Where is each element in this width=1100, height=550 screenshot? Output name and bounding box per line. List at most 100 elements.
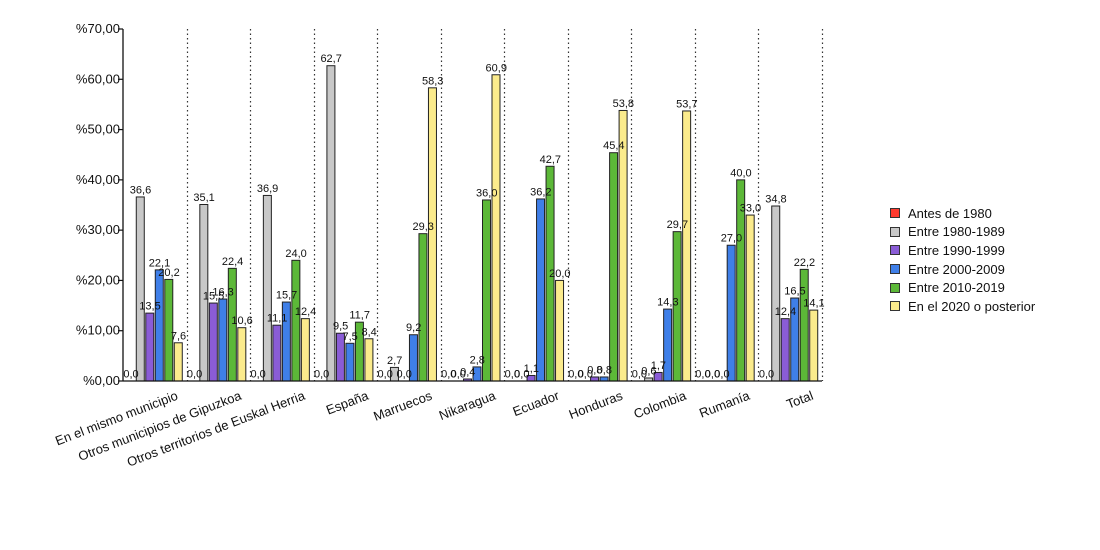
legend-item: Entre 2000-2009 [890, 260, 1035, 279]
data-label: 45,4 [603, 140, 624, 152]
bar [536, 198, 546, 382]
legend-label: Entre 1980-1989 [908, 224, 1005, 240]
data-label: 1,1 [524, 363, 539, 375]
y-tick-label: %30,00 [76, 222, 120, 237]
bar [135, 196, 145, 382]
bar [345, 342, 355, 382]
data-label: 33,0 [740, 203, 761, 215]
bars [135, 65, 819, 382]
data-label: 11,1 [267, 313, 288, 325]
data-label: 0,0 [695, 369, 710, 381]
bar [262, 194, 272, 382]
data-label: 53,8 [613, 98, 634, 110]
bar [218, 298, 228, 382]
data-label: 35,1 [193, 192, 214, 204]
data-label: 0,0 [378, 369, 393, 381]
bar [682, 110, 692, 382]
data-label: 36,0 [476, 187, 497, 199]
y-tick-label: %10,00 [76, 323, 120, 338]
legend-swatch [890, 208, 900, 219]
data-label: 36,2 [530, 186, 551, 198]
data-label: 8,4 [362, 326, 377, 338]
data-label: 0,8 [597, 364, 612, 376]
category-separators [186, 29, 824, 381]
bar [726, 244, 736, 382]
data-label: 1,7 [651, 360, 666, 372]
data-label: 10,6 [231, 315, 252, 327]
legend-label: Entre 2000-2009 [908, 261, 1005, 277]
bar [418, 233, 428, 382]
data-label: 22,4 [222, 256, 243, 268]
data-label: 22,1 [149, 257, 170, 269]
data-label: 20,0 [549, 268, 570, 280]
bar [780, 318, 790, 382]
bar [145, 312, 155, 382]
legend-swatch [890, 245, 900, 256]
data-label: 42,7 [540, 154, 561, 166]
legend: Antes de 1980 Entre 1980-1989 Entre 1990-1… [890, 204, 1035, 316]
data-label: 12,4 [295, 306, 316, 318]
data-label: 14,1 [803, 298, 824, 310]
data-label: 9,5 [333, 321, 348, 333]
legend-swatch [890, 301, 900, 312]
bar [809, 309, 819, 382]
legend-item: Antes de 1980 [890, 204, 1035, 223]
data-label: 0,0 [505, 369, 520, 381]
bar [272, 324, 282, 382]
data-label: 11,7 [349, 310, 370, 322]
legend-item: Entre 1990-1999 [890, 241, 1035, 260]
data-label: 14,3 [657, 297, 678, 309]
data-label: 16,5 [784, 286, 805, 298]
data-label: 0,0 [514, 369, 529, 381]
data-label: 0,4 [460, 366, 475, 378]
bar [427, 87, 437, 382]
x-tick-label: Ecuador [511, 388, 562, 420]
legend-label: En el 2020 o posterior [908, 298, 1036, 314]
bar [237, 327, 247, 382]
data-label: 2,8 [470, 354, 485, 366]
data-label: 62,7 [320, 53, 341, 65]
legend-swatch [890, 282, 900, 293]
bar [609, 152, 619, 382]
data-label: 40,0 [730, 167, 751, 179]
bar [326, 65, 336, 382]
legend-label: Antes de 1980 [908, 205, 992, 221]
data-label: 34,8 [765, 194, 786, 206]
data-label: 0,0 [187, 369, 202, 381]
data-label: 36,6 [130, 184, 151, 196]
data-label: 7,6 [171, 330, 186, 342]
data-label: 0,0 [314, 369, 329, 381]
data-label: 0,8 [587, 364, 602, 376]
y-tick-label: %0,00 [83, 373, 120, 388]
data-label: 0,0 [578, 369, 593, 381]
legend-label: Entre 2010-2019 [908, 280, 1005, 296]
data-label: 0,0 [451, 369, 466, 381]
bar [291, 259, 301, 382]
data-label: 60,9 [486, 62, 507, 74]
legend-label: Entre 1990-1999 [908, 242, 1005, 258]
x-tick-label: Rumanía [697, 388, 752, 421]
x-tick-label: Total [784, 388, 815, 412]
data-label: 0,6 [641, 365, 656, 377]
data-label: 0,0 [759, 369, 774, 381]
data-label: 15,5 [203, 291, 224, 303]
data-label: 0,0 [705, 369, 720, 381]
data-label: 0,0 [441, 369, 456, 381]
legend-swatch [890, 226, 900, 237]
data-label: 29,7 [667, 219, 688, 231]
legend-item: Entre 2010-2019 [890, 278, 1035, 297]
data-label: 0,0 [123, 369, 138, 381]
bar [173, 342, 183, 382]
data-label: 16,3 [212, 287, 233, 299]
data-label: 24,0 [285, 248, 306, 260]
y-tick-label: %70,00 [76, 21, 120, 36]
y-tick-label: %40,00 [76, 172, 120, 187]
x-tick-label: España [324, 388, 371, 418]
data-label: 22,2 [794, 257, 815, 269]
data-label: 9,2 [406, 322, 421, 334]
data-label: 0,0 [632, 369, 647, 381]
data-label: 0,0 [250, 369, 265, 381]
legend-item: En el 2020 o posterior [890, 297, 1035, 316]
legend-swatch [890, 264, 900, 275]
